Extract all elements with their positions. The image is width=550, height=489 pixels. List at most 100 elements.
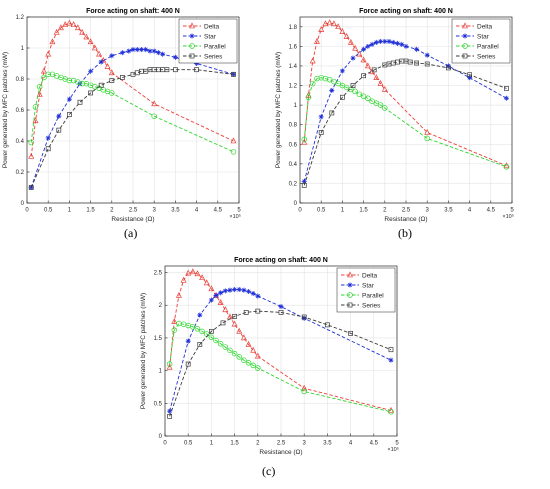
data-point-delta: [53, 28, 60, 35]
data-point-delta: [83, 33, 90, 40]
data-point-star: [119, 50, 125, 56]
x-tick-label: 0.5: [44, 208, 53, 214]
data-point-delta: [79, 28, 86, 35]
data-point-star: [236, 287, 242, 293]
data-point-star: [414, 46, 420, 52]
data-point-series: [446, 65, 451, 71]
data-point-parallel: [28, 139, 34, 146]
panel-label-a: (a): [124, 226, 138, 240]
data-point-star: [130, 47, 136, 53]
legend: Delta Star Parallel Series: [178, 18, 238, 64]
data-point-delta: [313, 37, 320, 44]
data-point-series: [350, 83, 356, 88]
data-point-star: [232, 287, 238, 293]
data-point-series: [348, 330, 353, 336]
x-tick-label: 0.5: [317, 208, 326, 214]
legend-marker-parallel: [347, 292, 353, 298]
data-point-delta: [222, 306, 229, 313]
data-point-delta: [318, 26, 325, 32]
data-point-star: [66, 96, 72, 102]
y-tick-label: 0: [21, 201, 25, 207]
data-point-star: [172, 54, 178, 60]
data-point-delta: [364, 62, 371, 69]
panel-label-c: (c): [262, 464, 276, 478]
data-point-series: [243, 310, 249, 315]
series-line-series: [169, 310, 392, 417]
data-point-series: [278, 310, 284, 315]
data-point-delta: [377, 79, 384, 86]
data-point-star: [241, 287, 247, 293]
data-point-parallel: [171, 327, 178, 333]
data-point-star: [98, 59, 104, 65]
data-point-delta: [194, 270, 201, 277]
data-point-parallel: [318, 74, 324, 81]
legend-marker-parallel: [189, 43, 195, 49]
data-point-star: [339, 68, 345, 74]
data-point-star: [255, 293, 261, 299]
data-point-star: [361, 46, 367, 52]
panel-label-b: (b): [398, 226, 412, 240]
y-tick-label: 0.6: [289, 142, 298, 148]
data-point-parallel: [194, 326, 201, 332]
y-tick-label: 0.2: [289, 181, 298, 187]
data-point-series: [388, 347, 394, 353]
y-tick-label: 1.2: [289, 84, 298, 90]
chart-title: Force acting on shaft: 400 N: [234, 257, 328, 264]
data-point-series: [329, 110, 335, 116]
data-point-star: [45, 135, 51, 141]
chart-panel-1: 0 0.5 1 1.5 2 2.5 3 3.5 4 4.5 5 0 0.2 0.4 0.6 0.8 1 1.2 1.…: [275, 8, 514, 223]
data-point-series: [28, 185, 34, 190]
data-point-delta: [57, 24, 64, 31]
data-point-parallel: [301, 136, 307, 143]
data-point-star: [126, 48, 132, 54]
x-tick-label: 1.5: [86, 208, 95, 214]
data-point-star: [147, 48, 153, 54]
data-point-delta: [230, 137, 237, 144]
x-tick-label: 2.5: [402, 208, 411, 214]
x-tick-label: 2: [256, 441, 260, 447]
y-tick-label: 2.5: [154, 271, 163, 277]
legend: Delta Star Parallel Series: [451, 18, 511, 64]
data-point-delta: [87, 38, 94, 45]
legend-label-parallel: Parallel: [204, 43, 226, 50]
data-point-parallel: [377, 102, 384, 108]
data-point-star: [222, 288, 228, 294]
data-point-star: [138, 47, 144, 53]
data-point-delta: [74, 24, 81, 31]
x-tick-label: 1: [68, 208, 72, 214]
x-tick-label: 1.5: [359, 208, 368, 214]
data-point-series: [164, 67, 170, 73]
data-point-delta: [217, 299, 224, 305]
data-point-delta: [301, 138, 308, 145]
data-point-delta: [245, 340, 252, 347]
x-tick-label: 1: [210, 441, 214, 447]
x-tick-label: 4: [349, 441, 353, 447]
y-tick-label: 1.6: [289, 44, 298, 50]
data-point-series: [318, 130, 324, 135]
data-point-delta: [231, 320, 238, 327]
x-tick-label: 3.5: [323, 441, 332, 447]
x-tick-label: 3: [153, 208, 157, 214]
data-point-parallel: [236, 354, 242, 360]
data-point-parallel: [231, 350, 238, 357]
x-tick-label: 5: [237, 208, 241, 214]
data-point-delta: [424, 128, 431, 135]
data-point-star: [388, 357, 394, 363]
data-point-star: [155, 50, 161, 56]
series-line-delta: [169, 271, 392, 411]
legend-label-delta: Delta: [362, 272, 378, 279]
data-point-star: [399, 41, 405, 47]
x-tick-label: 4.5: [487, 208, 496, 214]
data-point-parallel: [241, 357, 247, 363]
y-tick-label: 1: [159, 369, 163, 375]
x-tick-label: 4: [195, 208, 199, 214]
data-point-series: [45, 146, 51, 152]
data-point-star: [56, 113, 62, 119]
data-point-parallel: [32, 104, 39, 110]
data-point-star: [227, 287, 233, 293]
data-point-star: [390, 39, 396, 45]
data-point-parallel: [382, 105, 388, 111]
x-tick-label: 3: [303, 441, 307, 447]
data-point-delta: [96, 50, 103, 57]
